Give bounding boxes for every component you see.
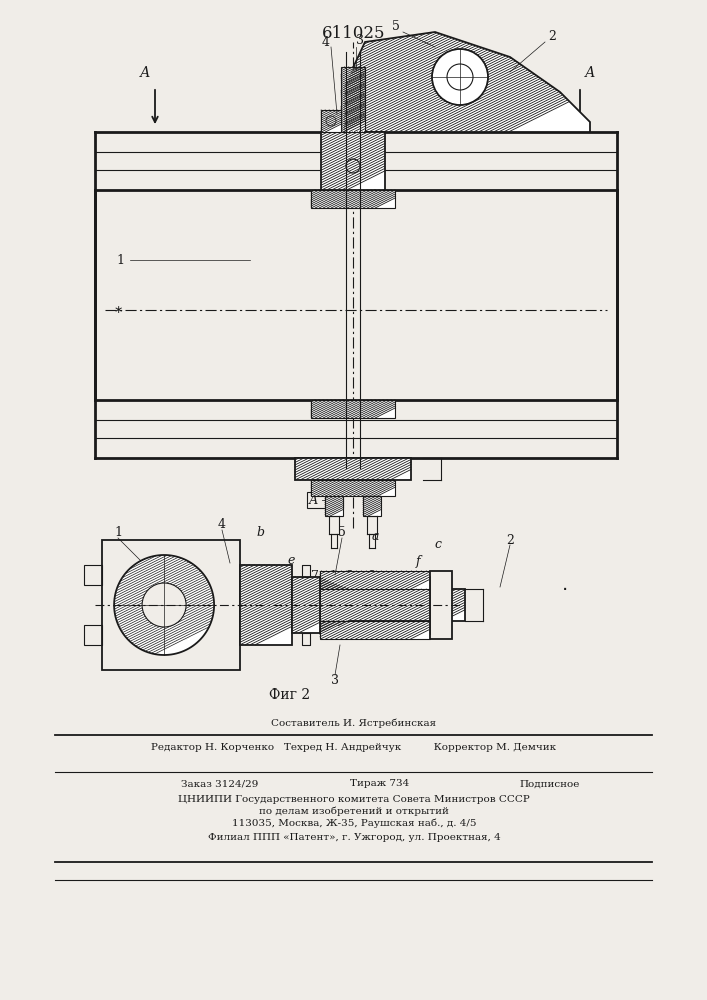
Text: ЦНИИПИ Государственного комитета Совета Министров СССР: ЦНИИПИ Государственного комитета Совета … [178,796,530,804]
Polygon shape [114,555,214,655]
Text: А: А [140,66,151,80]
Text: Заказ 3124/29: Заказ 3124/29 [181,780,259,788]
Polygon shape [341,67,365,132]
Text: е: е [287,554,295,568]
Text: 8: 8 [367,570,375,582]
Polygon shape [320,571,430,589]
Text: 5: 5 [392,20,400,33]
Text: 1: 1 [116,253,124,266]
Text: f: f [416,554,421,568]
Polygon shape [311,190,395,208]
Text: 113035, Москва, Ж-35, Раушская наб., д. 4/5: 113035, Москва, Ж-35, Раушская наб., д. … [232,818,477,828]
Text: 2: 2 [506,534,514,546]
Text: 2: 2 [548,30,556,43]
Text: 3: 3 [331,674,339,686]
Text: Фиг. 1: Фиг. 1 [330,591,375,605]
Text: 3: 3 [356,33,364,46]
Polygon shape [311,480,395,496]
Polygon shape [295,458,411,480]
Polygon shape [292,577,320,633]
Text: Тираж 734: Тираж 734 [351,780,409,788]
Polygon shape [320,577,465,633]
Text: 5: 5 [338,526,346,540]
Polygon shape [344,32,590,132]
Text: d: d [327,570,335,582]
Circle shape [432,49,488,105]
Bar [84,625,102,645]
Text: по делам изобретений и открытий: по делам изобретений и открытий [259,806,449,816]
Polygon shape [321,132,385,190]
Text: 7: 7 [311,570,319,582]
Text: 1: 1 [114,526,122,540]
Text: Филиал ППП «Патент», г. Ужгород, ул. Проектная, 4: Филиал ППП «Патент», г. Ужгород, ул. Про… [208,834,501,842]
Text: 4: 4 [218,518,226,532]
Text: a: a [371,530,379,544]
Circle shape [142,583,186,627]
Text: А: А [585,66,595,80]
Text: c: c [435,538,441,552]
Polygon shape [240,565,292,645]
Polygon shape [311,400,395,418]
Polygon shape [320,621,430,639]
Polygon shape [325,496,343,516]
Polygon shape [363,496,381,516]
Polygon shape [321,110,341,132]
Bar [84,565,102,585]
Text: 611025: 611025 [322,24,386,41]
Text: 6: 6 [344,570,352,582]
Text: Редактор Н. Корченко   Техред Н. Андрейчук          Корректор М. Демчик: Редактор Н. Корченко Техред Н. Андрейчук… [151,742,556,752]
Text: ∗: ∗ [113,305,123,315]
Text: 4: 4 [322,35,330,48]
Text: b: b [256,526,264,540]
Text: Подписное: Подписное [520,780,580,788]
Bar [102,540,240,670]
Text: ·: · [562,580,568,599]
Text: Фиг 2: Фиг 2 [269,688,310,702]
Text: А – А: А – А [308,493,341,506]
Bar [430,571,452,639]
Text: Составитель И. Ястребинская: Составитель И. Ястребинская [271,718,436,728]
